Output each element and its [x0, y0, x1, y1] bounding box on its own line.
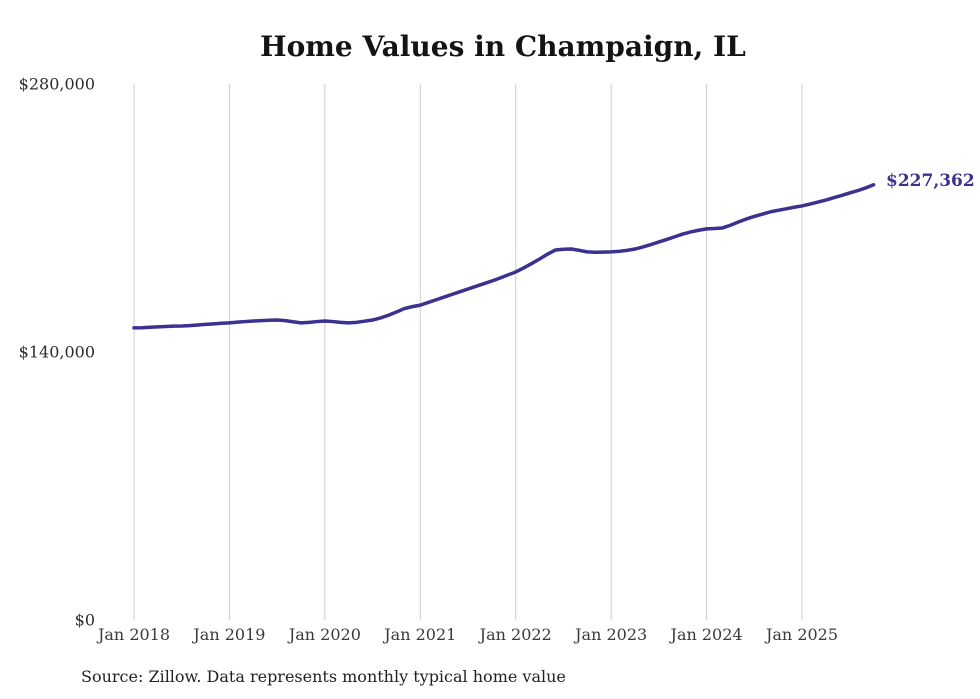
chart-title: Home Values in Champaign, IL	[260, 30, 746, 63]
y-tick-label: $280,000	[18, 74, 95, 94]
y-tick-label: $0	[74, 610, 95, 630]
x-tick-label: Jan 2025	[765, 625, 839, 644]
x-tick-label: Jan 2023	[575, 625, 648, 644]
x-tick-label: Jan 2018	[97, 625, 171, 644]
value-line	[132, 183, 876, 330]
x-tick-label: Jan 2024	[670, 625, 743, 644]
y-tick-label: $140,000	[18, 342, 95, 362]
end-value-callout: $227,362	[886, 170, 975, 191]
source-note: Source: Zillow. Data represents monthly …	[81, 667, 566, 686]
x-tick-label: Jan 2021	[384, 625, 457, 644]
gridlines	[133, 84, 803, 620]
x-tick-label: Jan 2022	[479, 625, 552, 644]
x-tick-label: Jan 2020	[288, 625, 361, 644]
x-tick-label: Jan 2019	[193, 625, 266, 644]
